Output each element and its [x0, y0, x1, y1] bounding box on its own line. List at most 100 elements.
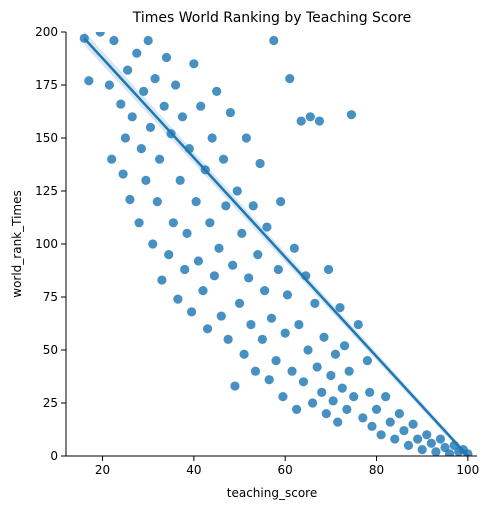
scatter-point — [353, 319, 363, 330]
scatter-point — [399, 425, 409, 436]
scatter-point — [362, 356, 372, 366]
scatter-point — [228, 260, 238, 270]
x-tick-label: 40 — [186, 463, 201, 477]
scatter-point — [193, 256, 204, 266]
scatter-point — [132, 48, 142, 58]
scatter-point — [161, 52, 172, 63]
scatter-point — [413, 434, 423, 444]
scatter-point — [230, 381, 240, 391]
scatter-point — [310, 298, 320, 308]
scatter-point — [246, 319, 256, 330]
scatter-point — [287, 366, 297, 376]
scatter-point — [104, 80, 114, 90]
scatter-point — [255, 158, 265, 169]
scatter-point — [116, 99, 126, 109]
scatter-point — [280, 328, 290, 338]
scatter-point — [118, 169, 128, 179]
scatter-point — [214, 243, 224, 253]
scatter-point — [344, 366, 354, 376]
x-axis-label: teaching_score — [227, 486, 317, 500]
scatter-point — [426, 438, 436, 448]
scatter-point — [422, 430, 432, 440]
scatter-point — [189, 59, 199, 69]
scatter-point — [440, 442, 450, 453]
scatter-point — [269, 35, 279, 46]
scatter-point — [180, 264, 190, 275]
scatter-point — [330, 349, 341, 359]
scatter-point — [166, 129, 176, 139]
scatter-point — [109, 35, 119, 46]
scatter-point — [385, 417, 395, 427]
scatter-point — [264, 375, 274, 385]
scatter-point — [257, 334, 267, 344]
scatter-point — [296, 116, 306, 126]
x-tick-label: 20 — [95, 463, 110, 477]
scatter-point — [145, 122, 156, 132]
scatter-point — [303, 345, 313, 355]
regression-line — [83, 37, 469, 457]
y-axis-label: world_rank_Times — [10, 190, 24, 298]
scatter-point — [294, 319, 304, 330]
scatter-point — [143, 35, 153, 46]
scatter-point — [323, 264, 334, 275]
scatter-point — [260, 286, 270, 296]
scatter-point — [209, 271, 220, 281]
scatter-point — [196, 101, 206, 111]
scatter-point — [234, 298, 245, 308]
plot-area — [83, 31, 469, 460]
scatter-point — [134, 218, 144, 228]
scatter-point — [200, 165, 210, 175]
scatter-point — [301, 271, 311, 281]
scatter-point — [225, 107, 235, 118]
scatter-point — [312, 362, 322, 372]
scatter-point — [198, 286, 208, 296]
scatter-point — [244, 273, 254, 283]
scatter-point — [328, 396, 338, 406]
scatter-point — [278, 392, 288, 402]
scatter-point — [202, 324, 213, 334]
scatter-point — [205, 218, 215, 228]
scatter-point — [191, 197, 201, 207]
y-tick-label: 25 — [43, 396, 58, 410]
scatter-points — [79, 32, 473, 456]
scatter-point — [390, 434, 400, 444]
scatter-point — [95, 32, 105, 37]
scatter-point — [417, 445, 427, 455]
scatter-point — [408, 419, 418, 429]
scatter-point — [266, 313, 277, 323]
scatter-point — [212, 86, 222, 96]
scatter-point — [365, 387, 375, 397]
scatter-point — [164, 250, 174, 260]
scatter-point — [273, 264, 283, 275]
scatter-point — [232, 186, 242, 196]
scatter-point — [173, 294, 183, 304]
scatter-point — [171, 80, 181, 90]
scatter-point — [337, 383, 347, 393]
y-tick-label: 100 — [35, 237, 58, 251]
scatter-point — [335, 303, 345, 313]
scatter-point — [308, 398, 318, 408]
scatter-point — [431, 447, 441, 456]
scatter-point — [107, 154, 117, 164]
scatter-point — [445, 449, 455, 456]
y-tick-label: 75 — [43, 290, 58, 304]
y-tick-label: 175 — [35, 78, 58, 92]
scatter-point — [79, 33, 89, 43]
scatter-point — [248, 201, 258, 211]
scatter-point — [403, 440, 414, 450]
scatter-point — [152, 197, 162, 207]
scatter-point — [435, 434, 446, 444]
scatter-point — [271, 356, 281, 366]
scatter-point — [120, 133, 130, 143]
scatter-point — [150, 74, 160, 84]
y-tick-label: 125 — [35, 184, 58, 198]
scatter-point — [262, 222, 272, 232]
scatter-point — [139, 86, 149, 96]
scatter-point — [292, 404, 302, 414]
scatter-point — [321, 409, 331, 419]
scatter-point — [157, 275, 167, 285]
x-tick-label: 100 — [456, 463, 479, 477]
scatter-point — [371, 404, 382, 414]
scatter-point — [239, 349, 249, 359]
